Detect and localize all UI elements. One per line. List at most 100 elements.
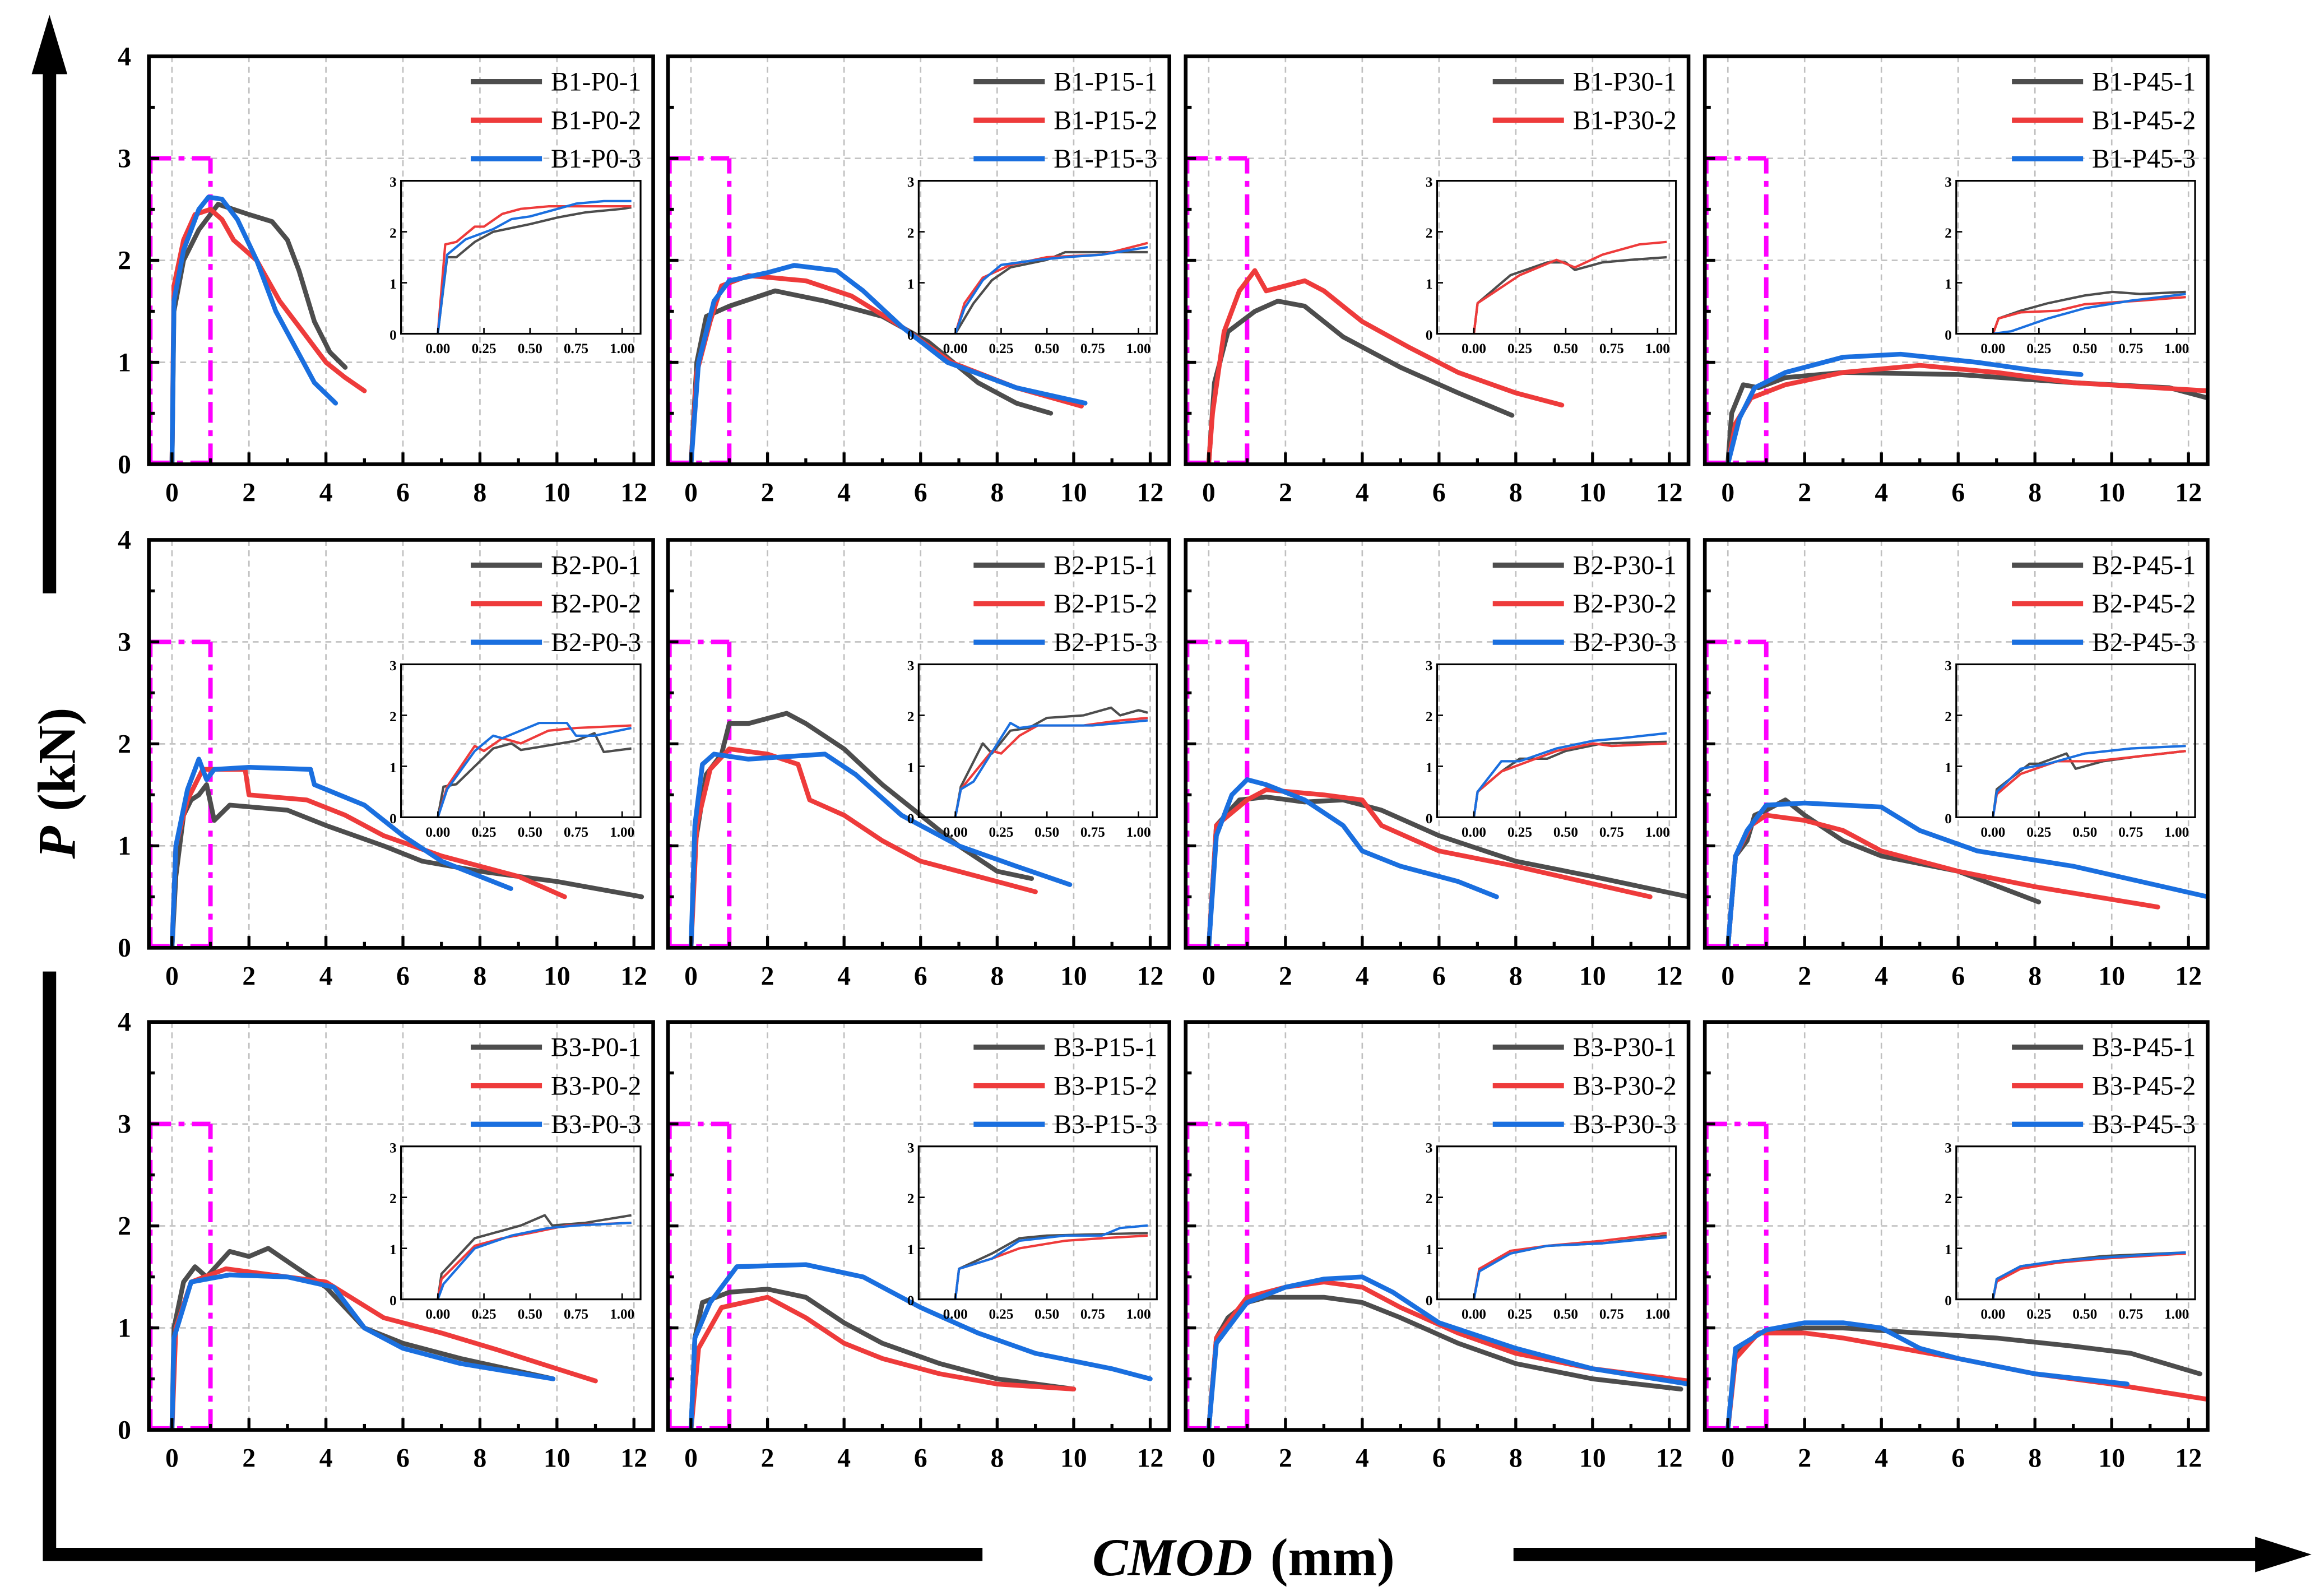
x-tick-label: 12	[620, 962, 647, 991]
inset-chart: 0.00 0.25 0.50 0.75 1.00 0 1 2 3	[389, 1140, 642, 1322]
inset-series-group	[954, 242, 1148, 334]
x-tick-label: 4	[1875, 479, 1888, 508]
inset-frame	[1955, 179, 2196, 335]
inset-y-tick-label: 0	[389, 328, 397, 343]
inset-x-tick-label: 0.25	[1507, 1307, 1532, 1322]
inset-x-tick-label: 0.00	[1980, 341, 2005, 356]
legend: B2-P15-1 B2-P15-2 B2-P15-3	[973, 551, 1157, 657]
inset-series-group	[1992, 744, 2186, 818]
x-tick-label: 6	[1432, 962, 1446, 991]
inset-x-tick-label: 0.25	[1507, 825, 1532, 840]
x-tick-label: 4	[837, 962, 851, 991]
inset-y-tick-label: 3	[907, 658, 915, 674]
inset-x-tick-label: 0.75	[1080, 341, 1105, 356]
inset-x-tick-label: 0.50	[2072, 825, 2097, 840]
x-tick-label: 6	[1432, 1444, 1446, 1473]
inset-x-tick-label: 1.00	[1645, 825, 1670, 840]
series-line-B1-P45-2	[1725, 363, 2208, 465]
x-tick-label: 0	[684, 1444, 698, 1473]
inset-x-tick-label: 0.00	[425, 341, 450, 356]
series-line-B1-P45-3	[1725, 351, 2084, 465]
legend: B2-P45-1 B2-P45-2 B2-P45-3	[2012, 551, 2196, 657]
series-line-B2-P45-1	[1725, 797, 2042, 948]
inset-series-line-B1-P30-1	[1472, 256, 1667, 334]
x-tick-label: 12	[1137, 962, 1164, 991]
highlight-region	[1704, 156, 1769, 465]
legend-label: B2-P15-1	[1054, 551, 1157, 580]
inset-x-tick-label: 0.25	[472, 1307, 497, 1322]
inset-series-group	[1992, 1251, 2186, 1300]
series-line-B3-P30-3	[1206, 1274, 1689, 1430]
legend-label: B1-P30-2	[1573, 106, 1677, 135]
x-tick-label: 0	[1202, 962, 1216, 991]
x-tick-label: 2	[761, 479, 774, 508]
x-tick-label: 0	[1202, 479, 1216, 508]
y-tick-label: 0	[118, 450, 131, 479]
inset-series-group	[1472, 1232, 1667, 1300]
inset-x-tick-label: 1.00	[1126, 341, 1151, 356]
x-tick-label: 8	[990, 962, 1004, 991]
series-line-B2-P30-2	[1206, 787, 1653, 948]
inset-series-line-B1-P30-2	[1472, 240, 1667, 334]
inset-y-tick-label: 1	[1426, 1242, 1433, 1258]
series-line-B1-P0-2	[169, 207, 367, 465]
inset-y-tick-label: 0	[389, 1293, 397, 1309]
series-line-B2-P15-2	[688, 746, 1038, 948]
inset-x-tick-label: 0.00	[425, 825, 450, 840]
inset-x-tick-label: 0.50	[1553, 341, 1578, 356]
inset-x-tick-label: 0.25	[2026, 341, 2051, 356]
x-tick-label: 8	[2028, 962, 2042, 991]
y-tick-label: 3	[118, 628, 131, 657]
inset-series-group	[954, 1224, 1148, 1300]
legend-label: B3-P0-2	[551, 1071, 641, 1101]
y-axis-title: P (kN)	[27, 708, 86, 860]
inset-y-tick-label: 2	[907, 1191, 915, 1207]
x-tick-label: 4	[319, 962, 333, 991]
x-tick-label: 0	[684, 962, 698, 991]
series-line-B3-P0-1	[169, 1246, 556, 1430]
inset-y-tick-label: 2	[1426, 226, 1433, 241]
inset-x-tick-label: 0.00	[1980, 1307, 2005, 1322]
y-tick-label: 1	[118, 1314, 131, 1343]
inset-y-tick-label: 0	[1945, 328, 1952, 343]
inset-x-tick-label: 0.00	[1462, 341, 1486, 356]
inset-x-tick-label: 0.00	[1462, 825, 1486, 840]
x-tick-label: 12	[1656, 479, 1683, 508]
x-tick-label: 10	[1579, 479, 1606, 508]
inset-frame	[917, 1145, 1158, 1301]
inset-series-line-B1-P0-3	[437, 200, 632, 334]
x-tick-label: 2	[1279, 1444, 1292, 1473]
inset-x-tick-label: 1.00	[2164, 1307, 2189, 1322]
x-tick-label: 8	[2028, 479, 2042, 508]
inset-chart: 0.00 0.25 0.50 0.75 1.00 0 1 2 3	[1426, 1140, 1677, 1322]
x-tick-label: 6	[1951, 1444, 1965, 1473]
x-tick-label: 4	[1356, 479, 1369, 508]
series-line-B1-P0-1	[169, 202, 348, 465]
inset-chart: 0.00 0.25 0.50 0.75 1.00 0 1 2 3	[907, 658, 1158, 840]
inset-y-tick-label: 2	[389, 1191, 397, 1207]
legend-label: B2-P30-1	[1573, 551, 1677, 580]
x-tick-label: 8	[1509, 962, 1523, 991]
highlight-region	[667, 1121, 732, 1431]
inset-y-tick-label: 3	[389, 658, 397, 674]
legend-label: B3-P0-1	[551, 1033, 641, 1063]
legend-label: B2-P45-3	[2092, 628, 2196, 657]
inset-y-tick-label: 3	[389, 175, 397, 190]
legend: B3-P30-1 B3-P30-2 B3-P30-3	[1492, 1033, 1677, 1139]
inset-x-tick-label: 0.50	[1553, 825, 1578, 840]
x-tick-label: 12	[2175, 1444, 2202, 1473]
inset-x-tick-label: 0.00	[1462, 1307, 1486, 1322]
y-arrowhead-icon	[31, 15, 68, 75]
y-tick-label: 4	[118, 526, 131, 555]
inset-y-tick-label: 3	[1945, 658, 1952, 674]
inset-x-tick-label: 0.50	[518, 1307, 542, 1322]
inset-chart: 0.00 0.25 0.50 0.75 1.00 0 1 2 3	[1945, 658, 2196, 840]
inset-y-tick-label: 3	[1945, 1140, 1952, 1156]
legend-label: B2-P30-2	[1573, 590, 1677, 619]
inset-y-tick-label: 1	[1426, 760, 1433, 776]
series-group	[169, 194, 367, 465]
inset-series-line-B1-P0-1	[437, 206, 632, 334]
